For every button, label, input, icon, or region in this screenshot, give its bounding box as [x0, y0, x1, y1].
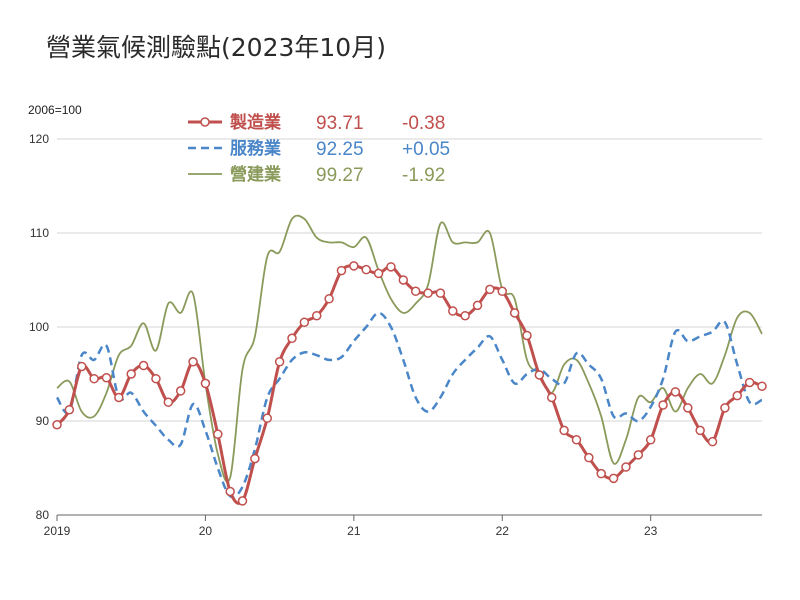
data-point	[361, 264, 371, 275]
chart-title: 營業氣候測驗點(2023年10月)	[46, 33, 386, 62]
legend-change: +0.05	[402, 139, 450, 160]
data-point	[732, 390, 743, 401]
data-point	[522, 330, 532, 341]
data-point	[546, 392, 557, 403]
data-point	[237, 496, 248, 506]
data-point	[126, 369, 136, 379]
data-point	[225, 486, 235, 497]
data-point	[200, 378, 211, 389]
y-tick-label: 80	[36, 508, 50, 522]
data-point	[423, 288, 433, 298]
data-point	[274, 357, 285, 367]
data-point	[287, 333, 297, 344]
data-point	[311, 310, 322, 321]
data-point	[336, 265, 347, 276]
data-point	[757, 381, 767, 391]
y-tick-label: 120	[29, 132, 49, 146]
x-tick-label: 22	[496, 524, 510, 538]
x-tick-label: 20	[199, 524, 213, 538]
series-line-0	[55, 264, 763, 505]
x-tick-label: 23	[644, 524, 658, 538]
data-point	[534, 370, 545, 380]
data-point	[584, 452, 594, 463]
y-tick-label: 100	[29, 320, 49, 334]
data-point	[299, 317, 310, 328]
x-axis: 2019 20 21 22 23	[44, 515, 658, 538]
unit-label: 2006=100	[28, 103, 82, 117]
legend-entry: 服務業 92.25 +0.05	[188, 138, 450, 160]
data-point	[324, 294, 334, 304]
data-point	[373, 268, 384, 279]
data-point	[114, 392, 124, 403]
data-point	[645, 435, 656, 445]
legend-change: -0.38	[402, 113, 445, 134]
data-point	[744, 377, 755, 388]
data-point	[349, 261, 359, 271]
legend-name: 營建業	[230, 164, 281, 185]
data-point	[683, 403, 693, 413]
legend-name: 服務業	[230, 138, 281, 159]
data-point	[633, 450, 644, 460]
data-point	[608, 473, 619, 484]
data-point	[151, 373, 161, 384]
data-point	[670, 387, 681, 397]
data-point	[213, 429, 223, 439]
data-point	[250, 453, 260, 464]
data-point	[448, 306, 458, 316]
data-point	[559, 425, 569, 436]
y-tick-label: 110	[30, 226, 49, 240]
data-point	[571, 435, 582, 445]
data-point	[472, 300, 483, 311]
legend-latest-value: 93.71	[316, 113, 364, 134]
data-point	[64, 404, 75, 415]
grid-lines	[57, 138, 762, 516]
legend-latest-value: 92.25	[316, 139, 364, 160]
data-point	[410, 286, 421, 297]
legend-latest-value: 99.27	[316, 165, 364, 186]
data-point	[658, 400, 668, 410]
series-line-2	[56, 214, 763, 483]
data-point	[175, 386, 186, 396]
data-point	[497, 286, 508, 297]
y-axis-ticks: 80 90 100 110 120	[29, 132, 49, 522]
data-point	[89, 373, 99, 384]
y-tick-label: 90	[36, 414, 50, 428]
data-point	[596, 468, 606, 479]
series-line-1	[55, 311, 763, 499]
data-point	[188, 357, 198, 367]
data-point	[262, 413, 273, 423]
data-point	[76, 361, 87, 372]
legend-name: 製造業	[229, 112, 281, 133]
data-point	[509, 308, 520, 318]
data-point	[485, 284, 495, 295]
data-point	[720, 403, 730, 413]
legend-entry: 營建業 99.27 -1.92	[188, 164, 445, 186]
legend-entry: 製造業 93.71 -0.38	[188, 112, 445, 134]
data-point	[163, 397, 174, 407]
data-point	[707, 436, 718, 447]
data-point	[460, 310, 470, 321]
legend-marker	[200, 117, 210, 127]
data-point	[386, 262, 396, 272]
series-layer	[52, 214, 767, 506]
data-point	[101, 373, 112, 383]
data-point	[52, 420, 62, 430]
legend: 製造業 93.71 -0.38 服務業 92.25 +0.05 營建業 99.27 -1.92	[188, 112, 450, 186]
x-tick-label: 2019	[44, 524, 71, 538]
data-point	[435, 288, 446, 298]
legend-change: -1.92	[402, 165, 445, 186]
data-point	[398, 275, 409, 285]
data-point	[138, 360, 149, 371]
x-tick-label: 21	[347, 524, 361, 538]
data-point	[621, 462, 631, 472]
data-point	[695, 425, 705, 436]
